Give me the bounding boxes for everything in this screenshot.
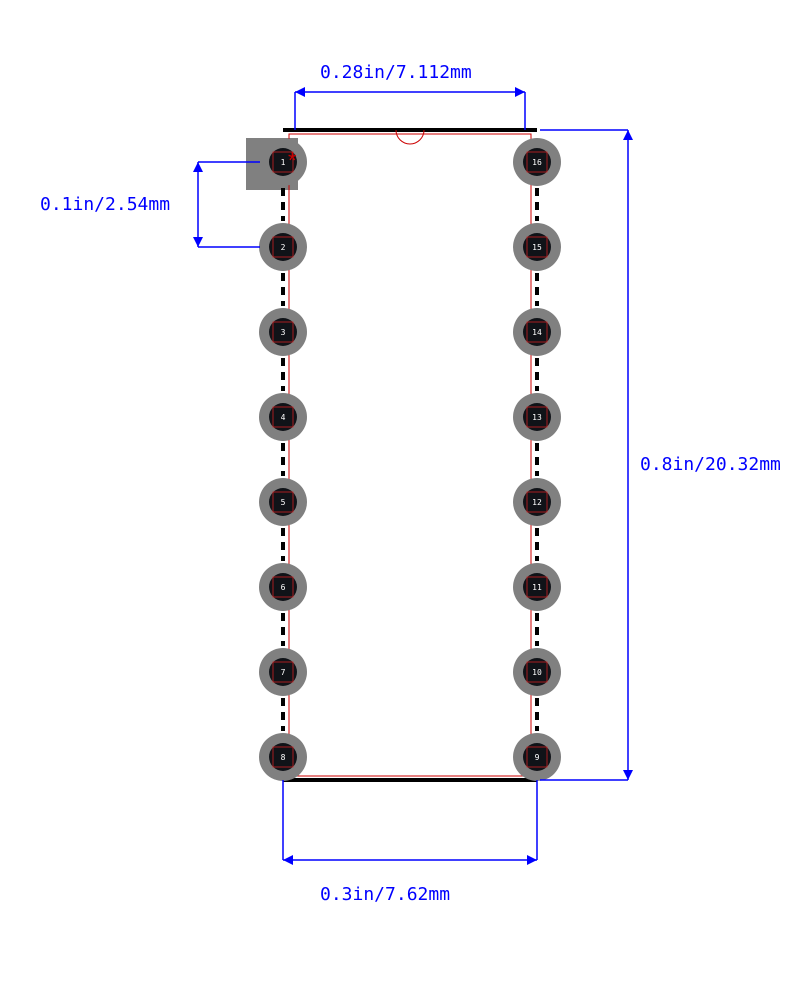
pad-1-number: 1 — [281, 158, 286, 167]
orientation-notch — [396, 130, 424, 144]
pad-10-number: 10 — [532, 668, 542, 677]
pad-6-number: 6 — [281, 583, 286, 592]
pad-2-number: 2 — [281, 243, 286, 252]
arrowhead-icon — [193, 237, 203, 247]
pad-6: 6 — [259, 563, 307, 611]
pad-11: 11 — [513, 563, 561, 611]
pad-13-number: 13 — [532, 413, 542, 422]
arrowhead-icon — [295, 87, 305, 97]
arrowhead-icon — [193, 162, 203, 172]
pad-16: 16 — [513, 138, 561, 186]
pad-16-number: 16 — [532, 158, 542, 167]
pad-5-number: 5 — [281, 498, 286, 507]
pad-9: 9 — [513, 733, 561, 781]
arrowhead-icon — [283, 855, 293, 865]
pad-12-number: 12 — [532, 498, 542, 507]
pad-4: 4 — [259, 393, 307, 441]
pad-4-number: 4 — [281, 413, 286, 422]
pad-9-number: 9 — [535, 753, 540, 762]
pad-8: 8 — [259, 733, 307, 781]
pad-10: 10 — [513, 648, 561, 696]
pad-3: 3 — [259, 308, 307, 356]
pad-12: 12 — [513, 478, 561, 526]
pin1-star-icon: * — [288, 148, 297, 173]
pad-3-number: 3 — [281, 328, 286, 337]
arrowhead-icon — [527, 855, 537, 865]
pad-2: 2 — [259, 223, 307, 271]
pad-7: 7 — [259, 648, 307, 696]
arrowhead-icon — [623, 130, 633, 140]
arrowhead-icon — [623, 770, 633, 780]
pad-14-number: 14 — [532, 328, 542, 337]
pad-1: 1 — [259, 138, 307, 186]
pad-8-number: 8 — [281, 753, 286, 762]
silkscreen-rect — [289, 134, 531, 776]
pad-7-number: 7 — [281, 668, 286, 677]
pad-5: 5 — [259, 478, 307, 526]
pad-11-number: 11 — [532, 583, 542, 592]
dim-label: 0.3in/7.62mm — [320, 884, 450, 905]
arrowhead-icon — [515, 87, 525, 97]
pad-14: 14 — [513, 308, 561, 356]
pad-15-number: 15 — [532, 243, 542, 252]
dim-label: 0.28in/7.112mm — [320, 62, 472, 83]
pad-13: 13 — [513, 393, 561, 441]
pad-15: 15 — [513, 223, 561, 271]
dim-label: 0.8in/20.32mm — [640, 454, 781, 475]
dim-label: 0.1in/2.54mm — [40, 194, 170, 215]
